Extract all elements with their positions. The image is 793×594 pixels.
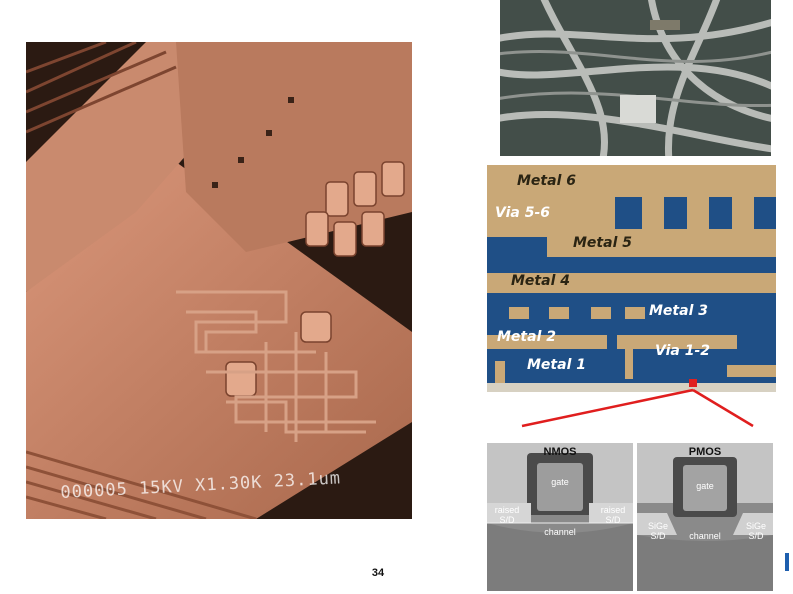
pmos-gate-label: gate (696, 481, 714, 491)
sem-drawing (26, 42, 412, 519)
nmos-raised-sd-right: raised S/D (600, 505, 626, 525)
cross-section-drawing (487, 165, 776, 392)
pmos-sige-sd-right: SiGe S/D (745, 521, 766, 541)
label-via-1-2: Via 1-2 (655, 343, 711, 359)
edge-bracket-mark (785, 553, 789, 571)
pmos-tem-image: PMOS gate SiGe S/D SiGe S/D channel (637, 443, 773, 591)
label-metal-1: Metal 1 (527, 357, 586, 373)
pmos-drawing (637, 443, 773, 591)
nmos-raised-sd-left: raised S/D (494, 505, 520, 525)
pmos-sige-sd-left: SiGe S/D (647, 521, 668, 541)
label-via-5-6: Via 5-6 (495, 205, 551, 221)
label-metal-6: Metal 6 (517, 173, 576, 189)
sem-micrograph: 000005 15KV X1.30K 23.1um (26, 42, 412, 519)
page-number: 34 (371, 567, 385, 579)
callout-line-left (521, 388, 694, 428)
callout-line-right (692, 388, 754, 428)
nmos-gate-label: gate (551, 477, 569, 487)
label-metal-2: Metal 2 (497, 329, 556, 345)
highway-drawing (500, 0, 771, 156)
nmos-channel-label: channel (544, 527, 576, 537)
label-metal-4: Metal 4 (511, 273, 570, 289)
label-metal-3: Metal 3 (649, 303, 708, 319)
nmos-tem-image: NMOS gate raised S/D raised S/D channel (487, 443, 633, 591)
pmos-title: PMOS (688, 446, 722, 458)
metal-layers-cross-section: Metal 6 Via 5-6 Metal 5 Metal 4 Metal 3 … (487, 165, 776, 392)
pmos-channel-label: channel (689, 531, 721, 541)
nmos-title: NMOS (543, 446, 577, 458)
nmos-drawing (487, 443, 633, 591)
label-metal-5: Metal 5 (573, 235, 632, 251)
highway-interchange-photo (500, 0, 771, 156)
